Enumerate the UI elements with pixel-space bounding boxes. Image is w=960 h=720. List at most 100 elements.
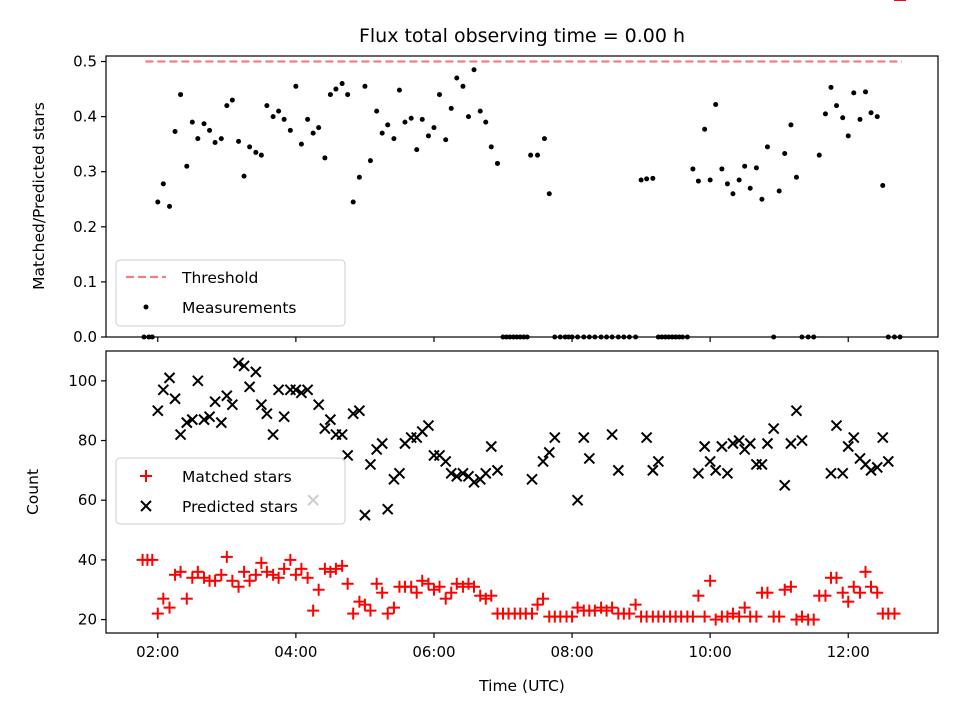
predicted-point (785, 437, 797, 450)
measurement-point (253, 149, 259, 155)
predicted-point (612, 464, 625, 477)
predicted-point (376, 437, 388, 450)
matched-point (462, 577, 475, 590)
predicted-point (381, 503, 394, 515)
predicted-point (830, 419, 843, 432)
matched-point (819, 589, 832, 602)
measurement-point (488, 144, 494, 150)
predicted-point (485, 440, 497, 453)
matched-point (871, 586, 884, 599)
chart-title: Flux total observing time = 0.00 h (359, 25, 685, 47)
predicted-point (578, 431, 590, 444)
predicted-point (767, 422, 780, 435)
matched-point (353, 595, 366, 608)
matched-point (278, 562, 291, 575)
predicted-point (261, 407, 273, 420)
top-plot-frame (105, 55, 939, 338)
measurement-point (483, 119, 489, 125)
measurement-point (541, 136, 547, 142)
predicted-point (186, 413, 199, 426)
bottom-plot-frame (105, 350, 939, 634)
measurement-point (650, 175, 656, 181)
measurement-point (644, 176, 650, 182)
predicted-point (336, 428, 348, 441)
matched-point (474, 589, 487, 602)
matched-point (738, 601, 751, 614)
matched-point (405, 580, 418, 593)
matched-point (865, 580, 878, 593)
bottom-y-tick-label: 80 (78, 432, 97, 450)
measurement-point (465, 114, 471, 120)
matched-point (284, 553, 297, 566)
matched-point (600, 604, 613, 617)
legend-threshold-label: Threshold (181, 269, 258, 287)
measurement-point (391, 136, 397, 142)
measurement-point (535, 152, 541, 158)
predicted-point (451, 470, 463, 483)
matched-point (381, 607, 394, 620)
measurement-point (241, 173, 247, 179)
matched-point (450, 577, 463, 590)
predicted-point (174, 428, 187, 441)
matched-point (180, 592, 193, 605)
predicted-point (232, 357, 245, 369)
matched-point (773, 610, 786, 623)
predicted-point (278, 410, 290, 423)
measurement-point (195, 136, 201, 142)
measurement-point (840, 115, 846, 121)
matched-point (726, 607, 739, 620)
predicted-point (842, 440, 854, 453)
top-y-tick-label: 0.0 (73, 328, 97, 346)
predicted-point (698, 440, 711, 453)
predicted-point (341, 449, 354, 462)
matched-point (479, 592, 492, 605)
bottom-y-axis-label: Count (24, 469, 42, 515)
predicted-point (468, 476, 480, 489)
predicted-point (761, 437, 774, 450)
measurement-point (759, 196, 765, 202)
matched-point (249, 568, 262, 581)
x-tick-label: 08:00 (550, 643, 593, 661)
predicted-point (192, 375, 204, 387)
measurement-point (345, 92, 351, 98)
matched-point (376, 586, 389, 599)
measurement-point (207, 127, 213, 133)
predicted-point (209, 396, 221, 408)
matched-point (847, 580, 860, 593)
matched-point (295, 562, 308, 575)
predicted-point (301, 384, 314, 396)
predicted-point (405, 431, 417, 444)
measurement-point (356, 174, 362, 180)
measurement-point (874, 114, 880, 120)
predicted-point (583, 452, 596, 465)
matched-point (307, 604, 320, 617)
x-tick-label: 10:00 (689, 643, 732, 661)
matched-point (623, 607, 636, 620)
matched-point (191, 565, 204, 578)
matched-point (427, 583, 440, 596)
matched-point (859, 565, 872, 578)
measurement-point (402, 119, 408, 125)
x-tick-label: 06:00 (412, 643, 455, 661)
matched-point (790, 613, 803, 626)
measurement-point (367, 158, 373, 164)
matched-point (220, 550, 233, 563)
measurement-point (178, 92, 184, 98)
matched-point (537, 592, 550, 605)
top-y-tick-label: 0.2 (73, 218, 97, 236)
matched-point (761, 586, 774, 599)
predicted-point (267, 428, 279, 441)
measurement-point (350, 199, 356, 205)
measurement-point (155, 199, 161, 205)
predicted-point (284, 384, 297, 396)
legend-measurements-label: Measurements (182, 299, 297, 317)
matched-point (301, 571, 314, 584)
measurement-point (719, 166, 725, 172)
matched-point (318, 562, 331, 575)
matched-point (842, 595, 855, 608)
matched-point (267, 568, 280, 581)
measurement-point (851, 90, 857, 96)
matched-point (888, 607, 901, 620)
matched-point (595, 601, 608, 614)
matched-point (853, 586, 866, 599)
